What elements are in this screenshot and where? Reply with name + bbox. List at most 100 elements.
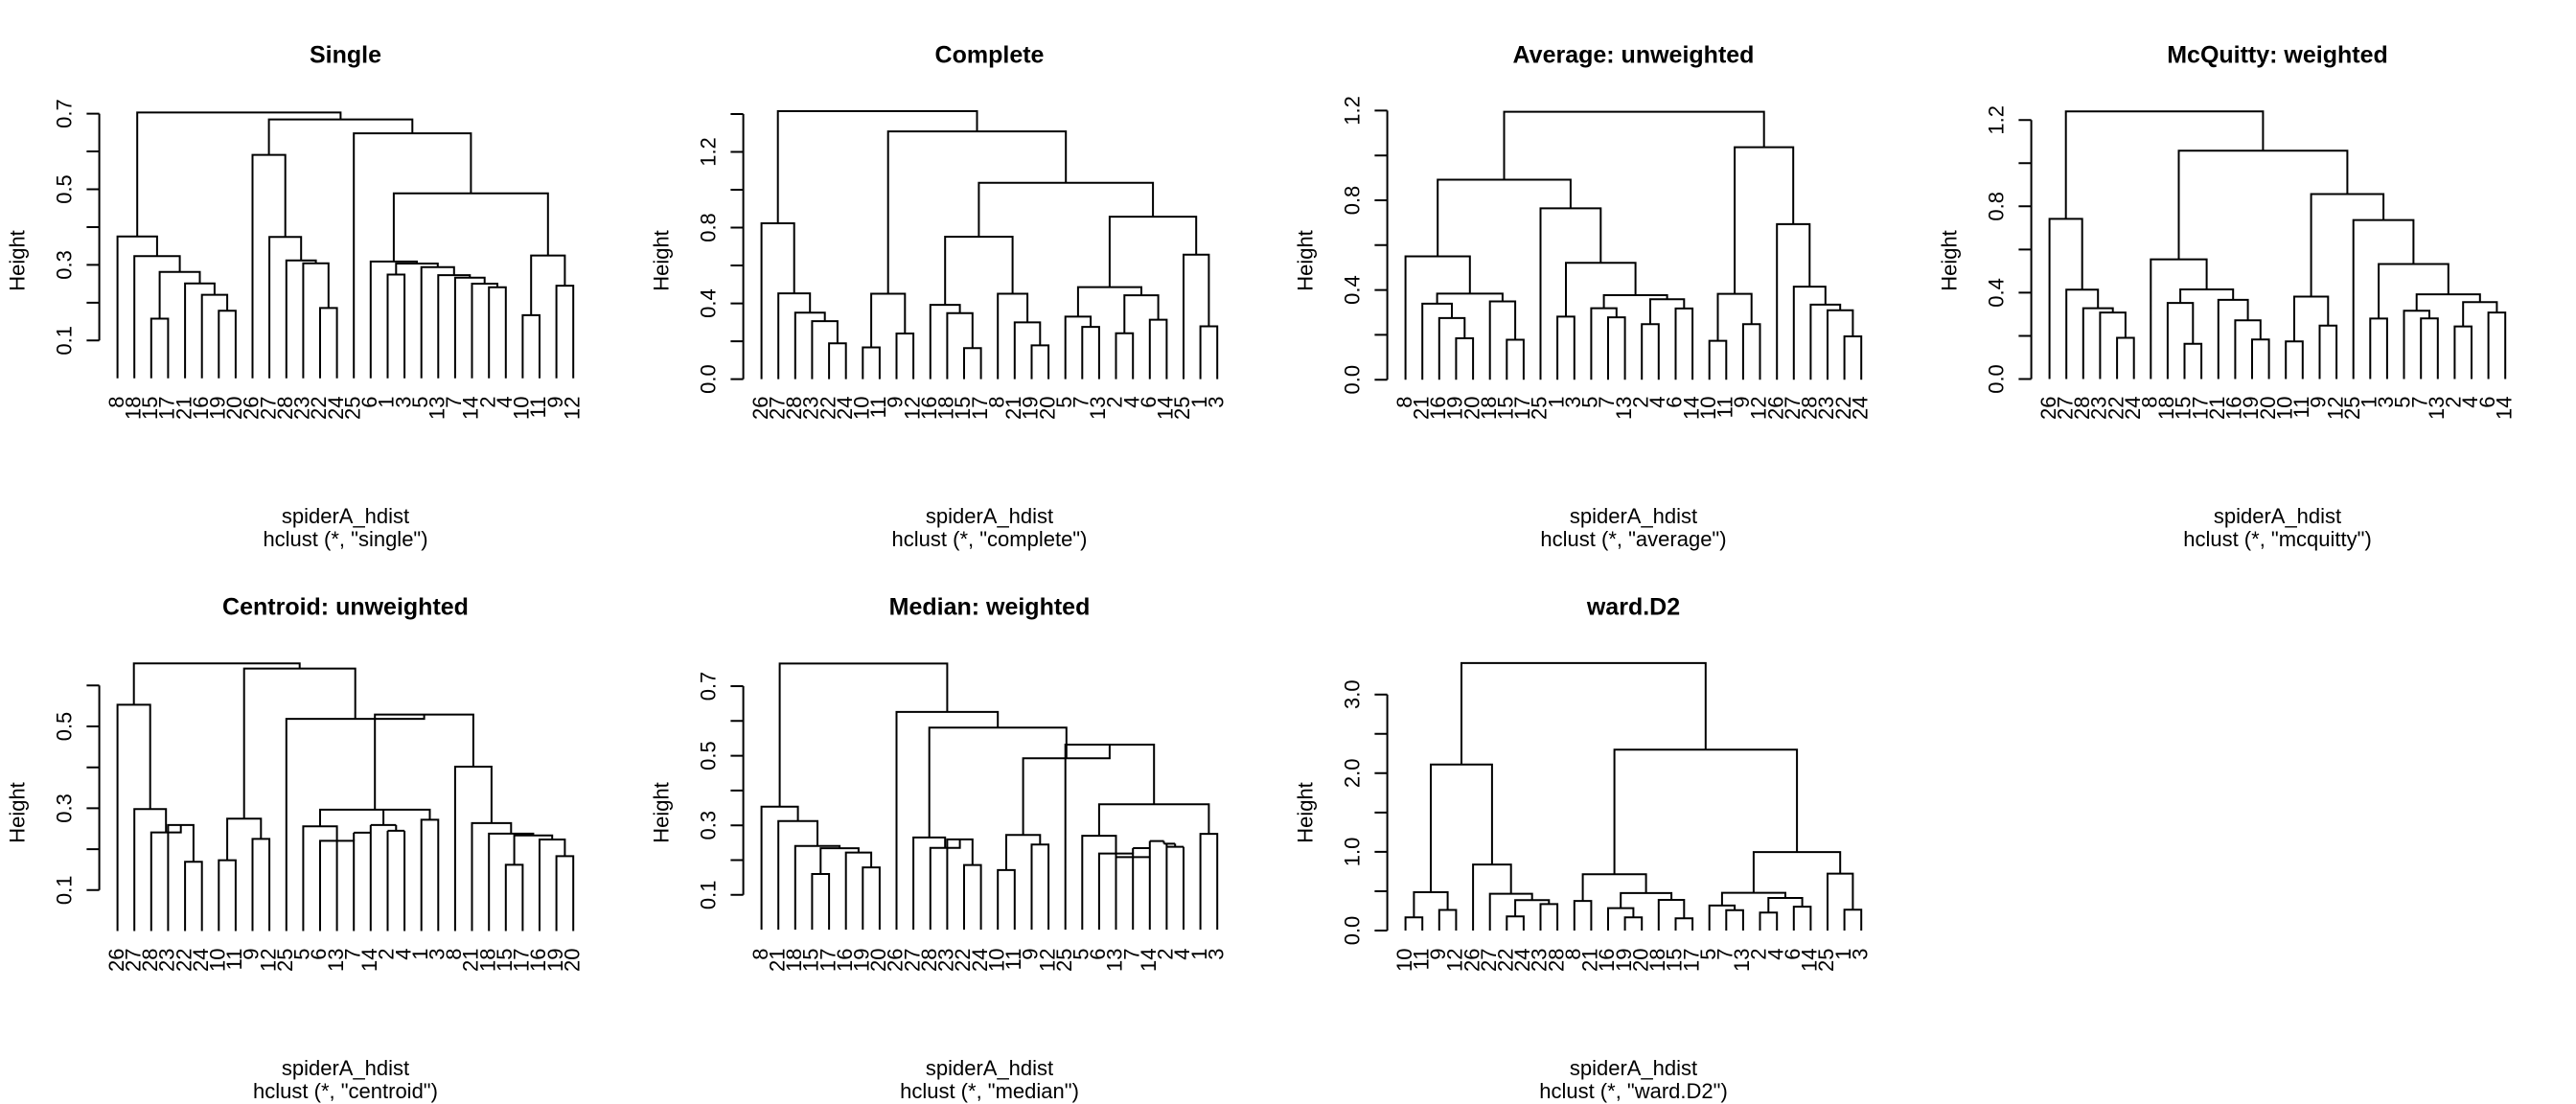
svg-text:26: 26 (1460, 949, 1484, 972)
svg-text:5: 5 (1696, 949, 1720, 960)
svg-text:1: 1 (1187, 397, 1211, 408)
svg-text:6: 6 (1137, 397, 1161, 408)
svg-text:22: 22 (1494, 949, 1518, 972)
svg-text:28: 28 (273, 397, 297, 420)
svg-text:8: 8 (1561, 949, 1585, 960)
svg-text:8: 8 (1392, 397, 1416, 408)
svg-text:21: 21 (2205, 397, 2229, 420)
svg-text:20: 20 (222, 397, 246, 420)
svg-text:6: 6 (307, 949, 331, 960)
svg-text:2: 2 (1747, 949, 1771, 960)
svg-text:28: 28 (138, 949, 162, 972)
svg-text:19: 19 (206, 397, 230, 420)
svg-text:17: 17 (968, 397, 992, 420)
svg-text:spiderA_hdist: spiderA_hdist (1570, 504, 1697, 528)
svg-text:18: 18 (1477, 397, 1501, 420)
svg-text:1.2: 1.2 (697, 137, 721, 167)
svg-text:21: 21 (172, 397, 196, 420)
svg-text:19: 19 (850, 949, 874, 972)
svg-text:2: 2 (1154, 949, 1178, 960)
svg-text:22: 22 (816, 397, 840, 420)
svg-text:13: 13 (1612, 397, 1636, 420)
svg-text:hclust (*, "ward.D2"): hclust (*, "ward.D2") (1539, 1079, 1728, 1103)
svg-text:25: 25 (340, 397, 364, 420)
svg-text:18: 18 (121, 397, 145, 420)
svg-text:9: 9 (1426, 949, 1450, 960)
svg-text:2: 2 (375, 949, 399, 960)
svg-text:15: 15 (1494, 397, 1518, 420)
svg-text:26: 26 (748, 397, 772, 420)
svg-text:22: 22 (172, 949, 196, 972)
svg-text:6: 6 (1086, 949, 1110, 960)
svg-text:0.4: 0.4 (1341, 275, 1365, 305)
svg-text:27: 27 (256, 397, 280, 420)
svg-text:2.0: 2.0 (1341, 759, 1365, 789)
svg-text:0.5: 0.5 (53, 174, 77, 204)
svg-text:14: 14 (1798, 949, 1822, 972)
svg-text:24: 24 (833, 397, 857, 420)
svg-text:8: 8 (104, 397, 128, 408)
svg-text:27: 27 (765, 397, 789, 420)
svg-text:Height: Height (1938, 230, 1962, 291)
svg-text:28: 28 (2070, 397, 2094, 420)
svg-text:ward.D2: ward.D2 (1586, 594, 1680, 621)
svg-text:Complete: Complete (935, 42, 1045, 69)
svg-text:3: 3 (1204, 949, 1228, 960)
svg-text:23: 23 (1814, 397, 1838, 420)
svg-text:25: 25 (1528, 397, 1552, 420)
svg-text:20: 20 (1460, 397, 1484, 420)
svg-text:16: 16 (1426, 397, 1450, 420)
svg-text:9: 9 (240, 949, 264, 960)
svg-text:10: 10 (984, 949, 1008, 972)
svg-text:24: 24 (324, 397, 348, 420)
svg-text:Single: Single (310, 42, 381, 69)
svg-text:16: 16 (526, 949, 550, 972)
svg-text:24: 24 (2121, 397, 2145, 420)
svg-text:26: 26 (884, 949, 908, 972)
svg-text:Average: unweighted: Average: unweighted (1513, 42, 1755, 69)
svg-text:27: 27 (1781, 397, 1805, 420)
svg-text:8: 8 (442, 949, 466, 960)
svg-text:3.0: 3.0 (1341, 679, 1365, 709)
svg-text:7: 7 (442, 397, 466, 408)
svg-text:1: 1 (1831, 949, 1855, 960)
svg-text:1: 1 (1187, 949, 1211, 960)
svg-text:6: 6 (2475, 397, 2499, 408)
svg-text:9: 9 (543, 397, 567, 408)
svg-text:0.0: 0.0 (1985, 364, 2009, 394)
svg-text:15: 15 (799, 949, 823, 972)
svg-text:10: 10 (2272, 397, 2296, 420)
svg-text:Centroid: unweighted: Centroid: unweighted (222, 594, 469, 621)
svg-text:14: 14 (357, 949, 381, 972)
svg-text:0.4: 0.4 (1985, 278, 2009, 308)
svg-text:15: 15 (138, 397, 162, 420)
svg-text:22: 22 (307, 397, 331, 420)
svg-text:19: 19 (2239, 397, 2263, 420)
svg-text:23: 23 (799, 397, 823, 420)
svg-text:8: 8 (748, 949, 772, 960)
svg-text:0.7: 0.7 (53, 99, 77, 128)
svg-text:10: 10 (1696, 397, 1720, 420)
svg-text:24: 24 (1848, 397, 1872, 420)
svg-text:3: 3 (426, 949, 449, 960)
svg-text:10: 10 (850, 397, 874, 420)
svg-text:27: 27 (2053, 397, 2077, 420)
svg-text:2: 2 (475, 397, 499, 408)
svg-text:6: 6 (1663, 397, 1687, 408)
svg-text:13: 13 (2425, 397, 2449, 420)
svg-text:1: 1 (2358, 397, 2381, 408)
svg-text:18: 18 (782, 949, 806, 972)
svg-text:12: 12 (1747, 397, 1771, 420)
svg-text:18: 18 (1645, 949, 1669, 972)
svg-text:2: 2 (2442, 397, 2466, 408)
svg-text:25: 25 (1170, 397, 1194, 420)
svg-text:0.8: 0.8 (697, 213, 721, 242)
svg-text:0.8: 0.8 (1985, 192, 2009, 221)
svg-text:19: 19 (1443, 397, 1467, 420)
svg-text:5: 5 (408, 397, 432, 408)
svg-text:20: 20 (560, 949, 584, 972)
svg-text:14: 14 (459, 397, 483, 420)
svg-text:18: 18 (2154, 397, 2178, 420)
svg-text:3: 3 (391, 397, 415, 408)
svg-text:11: 11 (1409, 949, 1433, 971)
